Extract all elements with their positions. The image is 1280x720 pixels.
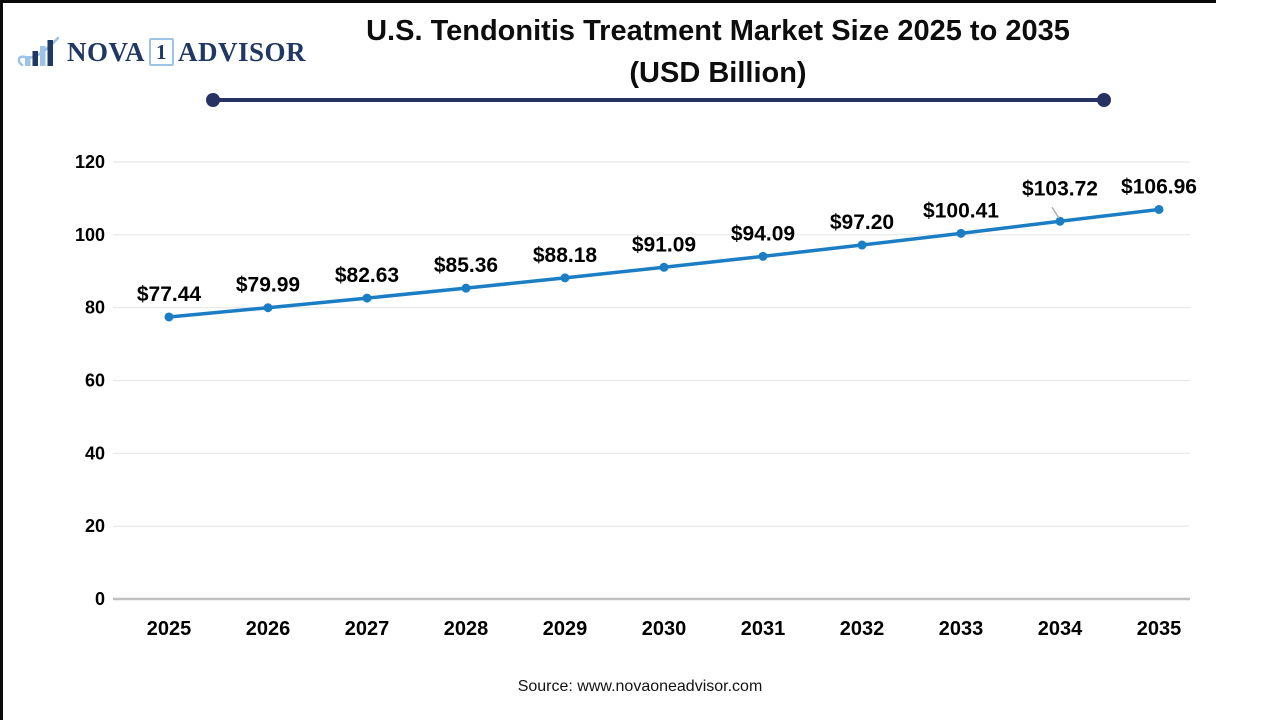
x-tick-label: 2029 [543, 618, 588, 640]
data-point-marker [164, 312, 174, 322]
data-point-label: $91.09 [632, 233, 696, 256]
x-tick-label: 2034 [1038, 618, 1083, 640]
title-underline-divider [206, 93, 1111, 107]
data-point-label: $88.18 [533, 244, 598, 267]
x-tick-label: 2035 [1137, 618, 1182, 640]
x-tick-label: 2033 [939, 618, 984, 640]
bar-chart-growth-icon [17, 36, 60, 67]
data-point-marker [560, 273, 570, 283]
data-point-label: $106.96 [1121, 175, 1197, 198]
y-tick-label: 80 [85, 298, 105, 318]
x-tick-label: 2028 [444, 618, 489, 640]
x-tick-label: 2025 [147, 618, 192, 640]
data-point-label: $82.63 [335, 264, 399, 287]
x-tick-label: 2031 [741, 618, 786, 640]
source-text: Source: www.novaoneadvisor.com [517, 678, 763, 695]
logo-wordmark: NOVA 1 ADVISOR [67, 38, 306, 66]
y-tick-label: 120 [75, 152, 105, 172]
data-point-marker [1154, 204, 1164, 214]
logo-text-nova: NOVA [67, 36, 146, 67]
label-leader-line [1051, 206, 1060, 219]
data-point-marker [956, 228, 966, 238]
logo-text-advisor: ADVISOR [178, 36, 307, 67]
data-point-marker [857, 240, 867, 250]
top-edge-border [0, 0, 1216, 3]
x-tick-label: 2027 [345, 618, 390, 640]
data-point-label: $77.44 [137, 283, 202, 306]
y-tick-label: 40 [85, 443, 105, 463]
y-tick-label: 20 [85, 516, 105, 536]
data-point-label: $97.20 [830, 211, 894, 234]
left-edge-border [0, 0, 3, 720]
x-tick-label: 2032 [840, 618, 885, 640]
chart-title: U.S. Tendonitis Treatment Market Size 20… [190, 10, 1246, 94]
nova-one-advisor-logo: NOVA 1 ADVISOR [16, 34, 306, 70]
data-point-marker [263, 303, 273, 313]
x-tick-label: 2030 [642, 618, 687, 640]
chart-title-line2: (USD Billion) [629, 57, 807, 89]
data-point-label: $103.72 [1022, 177, 1098, 200]
line-chart-plot-area: 0 20 40 60 80 100 120 2025 2026 2027 2028 2029 2030 2… [75, 152, 1197, 640]
data-point-label: $100.41 [923, 199, 999, 222]
data-point-marker [461, 283, 471, 293]
data-point-marker [1055, 216, 1065, 226]
data-point-marker [659, 262, 669, 272]
data-point-marker [362, 293, 372, 303]
y-tick-label: 0 [95, 589, 105, 609]
chart-title-line1: U.S. Tendonitis Treatment Market Size 20… [366, 15, 1070, 47]
y-tick-label: 100 [75, 225, 105, 245]
data-point-label: $94.09 [731, 222, 795, 245]
y-tick-label: 60 [85, 371, 105, 391]
data-point-marker [758, 251, 768, 261]
x-tick-label: 2026 [246, 618, 291, 640]
logo-one-badge: 1 [149, 38, 175, 66]
data-point-label: $79.99 [236, 274, 300, 297]
data-point-label: $85.36 [434, 254, 498, 277]
